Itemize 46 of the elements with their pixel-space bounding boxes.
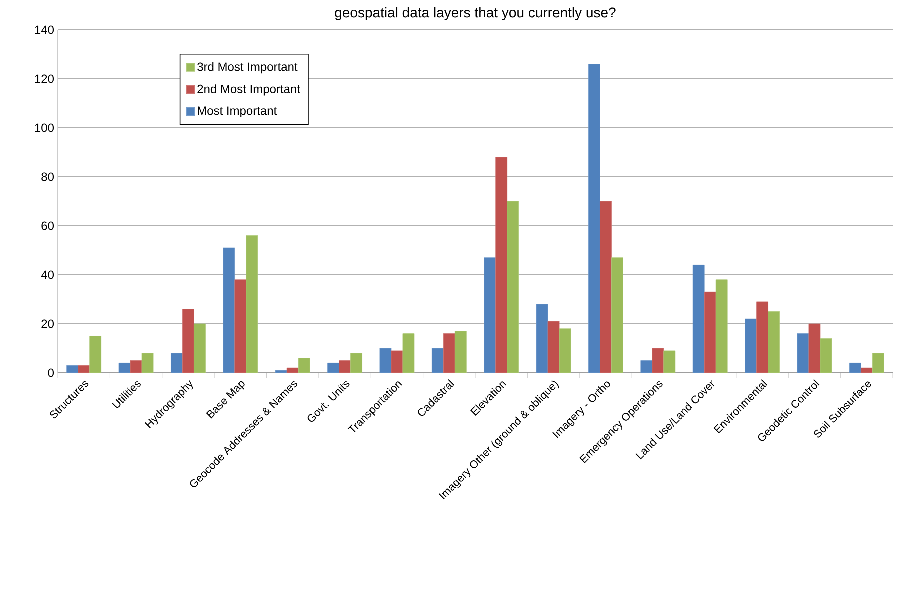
bar: [559, 328, 572, 373]
bar: [246, 236, 258, 373]
bar: [350, 353, 362, 373]
bar: [194, 324, 206, 373]
bar: [454, 331, 467, 373]
y-tick-label: 40: [41, 270, 54, 280]
bar: [234, 280, 247, 373]
bar: [692, 265, 705, 373]
legend-label: Most Important: [198, 106, 278, 118]
bar: [716, 280, 728, 373]
bar: [496, 157, 508, 373]
bar: [223, 248, 236, 373]
y-tick-label: 60: [42, 222, 54, 230]
y-tick-label: 0: [48, 368, 54, 378]
y-tick-label: 100: [35, 124, 54, 132]
bar: [588, 64, 600, 373]
bar: [768, 312, 780, 373]
y-tick-label: 120: [35, 74, 54, 84]
bar: [652, 348, 664, 373]
bar: [612, 258, 624, 373]
bar: [182, 309, 194, 373]
bar: [704, 292, 716, 373]
bar: [339, 360, 351, 373]
bar: [90, 336, 102, 373]
bar: [484, 258, 496, 373]
y-tick-label: 20: [42, 320, 54, 328]
bar: [664, 350, 676, 373]
bar: [872, 353, 884, 373]
y-tick-label: 140: [35, 26, 54, 34]
bar: [536, 304, 548, 373]
y-tick-label: 80: [42, 172, 54, 182]
chart-title: geospatial data layers that you currently use?: [335, 7, 616, 20]
legend-label: 3rd Most Important: [198, 62, 298, 74]
bar: [640, 360, 652, 373]
bar: [443, 334, 456, 373]
bar: [298, 358, 310, 373]
bar: [745, 318, 757, 373]
bar: [548, 321, 560, 373]
bar: [797, 334, 810, 373]
bar: [507, 201, 520, 373]
bar: [432, 348, 444, 373]
legend-label: 2nd Most Important: [198, 84, 300, 96]
bar: [171, 353, 183, 373]
bar: [402, 334, 415, 373]
bar: [756, 302, 768, 373]
bar: [600, 201, 612, 373]
